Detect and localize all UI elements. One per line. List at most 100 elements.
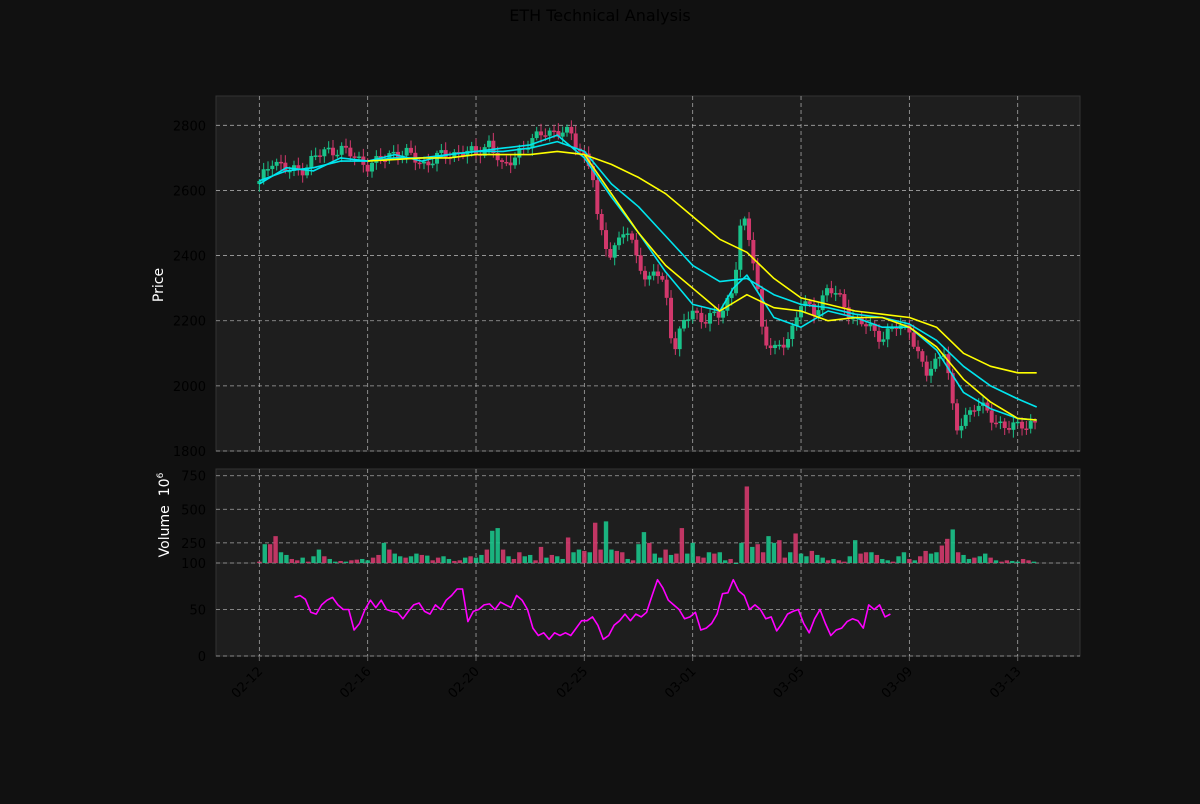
candle-body: [439, 150, 444, 153]
volume-bar: [609, 549, 614, 563]
candle-body: [491, 140, 496, 153]
candle-body: [630, 233, 635, 240]
volume-bar: [484, 549, 490, 563]
candle-body: [508, 162, 513, 166]
grid: [216, 96, 1080, 657]
volume-bar: [397, 556, 403, 563]
candle-body: [370, 162, 375, 172]
volume-bar: [636, 544, 641, 563]
candle-body: [326, 147, 331, 150]
candle-body: [296, 165, 301, 170]
candle-body: [794, 317, 799, 326]
candle-body: [1020, 421, 1025, 429]
volume-bar: [896, 556, 901, 563]
candle-body: [612, 245, 617, 258]
candle-body: [842, 294, 847, 308]
candle-body: [543, 135, 548, 137]
volume-bar: [1015, 561, 1020, 563]
chart-title: ETH Technical Analysis: [509, 6, 690, 25]
candle-body: [716, 311, 721, 318]
volume-bar: [490, 530, 495, 563]
candle-body: [920, 351, 925, 362]
candle-body: [266, 169, 271, 171]
candle-body: [742, 218, 747, 226]
candle-body: [331, 147, 336, 156]
volume-bar: [977, 556, 982, 563]
volume-bar: [332, 561, 338, 563]
volume-bar: [798, 553, 804, 563]
volume-bar: [435, 557, 441, 563]
candle-body: [313, 155, 318, 157]
volume-bar: [1004, 560, 1010, 563]
candle-body: [335, 154, 340, 157]
candle-body: [946, 354, 951, 374]
candle-body: [279, 161, 284, 164]
candle-body: [851, 317, 856, 320]
volume-bar: [966, 558, 972, 563]
candle-body: [890, 327, 895, 330]
volume-bar: [641, 532, 647, 563]
candle-body: [1028, 421, 1033, 429]
candle-body: [357, 156, 362, 159]
candle-body: [500, 160, 505, 162]
candle-body: [677, 328, 682, 350]
price-tick-label: 2600: [173, 184, 206, 199]
candle-body: [539, 131, 544, 136]
candle-body: [803, 301, 808, 307]
volume-bar: [668, 554, 674, 563]
candle-body: [760, 289, 765, 327]
volume-bar: [972, 557, 977, 563]
volume-bar: [370, 557, 376, 563]
candle-body: [781, 344, 786, 348]
volume-bar: [918, 556, 923, 563]
candle-body: [690, 310, 695, 320]
candle-body: [721, 310, 726, 318]
volume-bar: [825, 560, 831, 563]
volume-bar: [820, 557, 825, 563]
candle-body: [443, 150, 448, 158]
candle-body: [929, 368, 934, 376]
volume-bar: [755, 544, 760, 563]
volume-bar: [690, 542, 695, 563]
volume-bar: [999, 561, 1004, 563]
volume-bar: [392, 553, 397, 563]
candle-body: [968, 410, 973, 415]
moving-average-line-4: [583, 154, 1037, 421]
candle-body: [404, 147, 409, 156]
candle-body: [1033, 421, 1038, 423]
candle-body: [881, 339, 886, 342]
volume-bar: [462, 557, 468, 563]
candle-body: [565, 126, 570, 133]
volume-bar: [365, 560, 370, 563]
volume-bar: [349, 560, 354, 563]
candle-body: [391, 151, 396, 154]
candle-body: [287, 170, 292, 173]
volume-bar: [446, 558, 452, 563]
candle-body: [474, 146, 479, 154]
volume-bar: [955, 552, 961, 563]
candle-body: [838, 293, 843, 295]
candle-body: [859, 317, 864, 325]
volume-bar: [728, 558, 733, 563]
candle-body: [695, 310, 700, 313]
candle-body: [383, 160, 388, 162]
volume-bar: [804, 556, 809, 563]
candle-body: [617, 237, 622, 246]
candle-body: [591, 166, 596, 181]
volume-bar: [695, 556, 701, 563]
volume-bar: [847, 556, 852, 563]
volume-bar: [500, 549, 506, 563]
candle-body: [729, 293, 734, 299]
candle-body: [322, 149, 327, 157]
candle-body: [682, 319, 687, 329]
volume-bar: [381, 542, 387, 563]
candle-body: [734, 269, 739, 294]
candle-body: [1024, 428, 1029, 430]
candle-body: [924, 361, 929, 376]
candle-body: [656, 271, 661, 277]
volume-bar: [403, 557, 408, 563]
volume-tick-label: 250: [181, 537, 206, 552]
candle-body: [422, 161, 427, 164]
candle-body: [534, 131, 539, 139]
